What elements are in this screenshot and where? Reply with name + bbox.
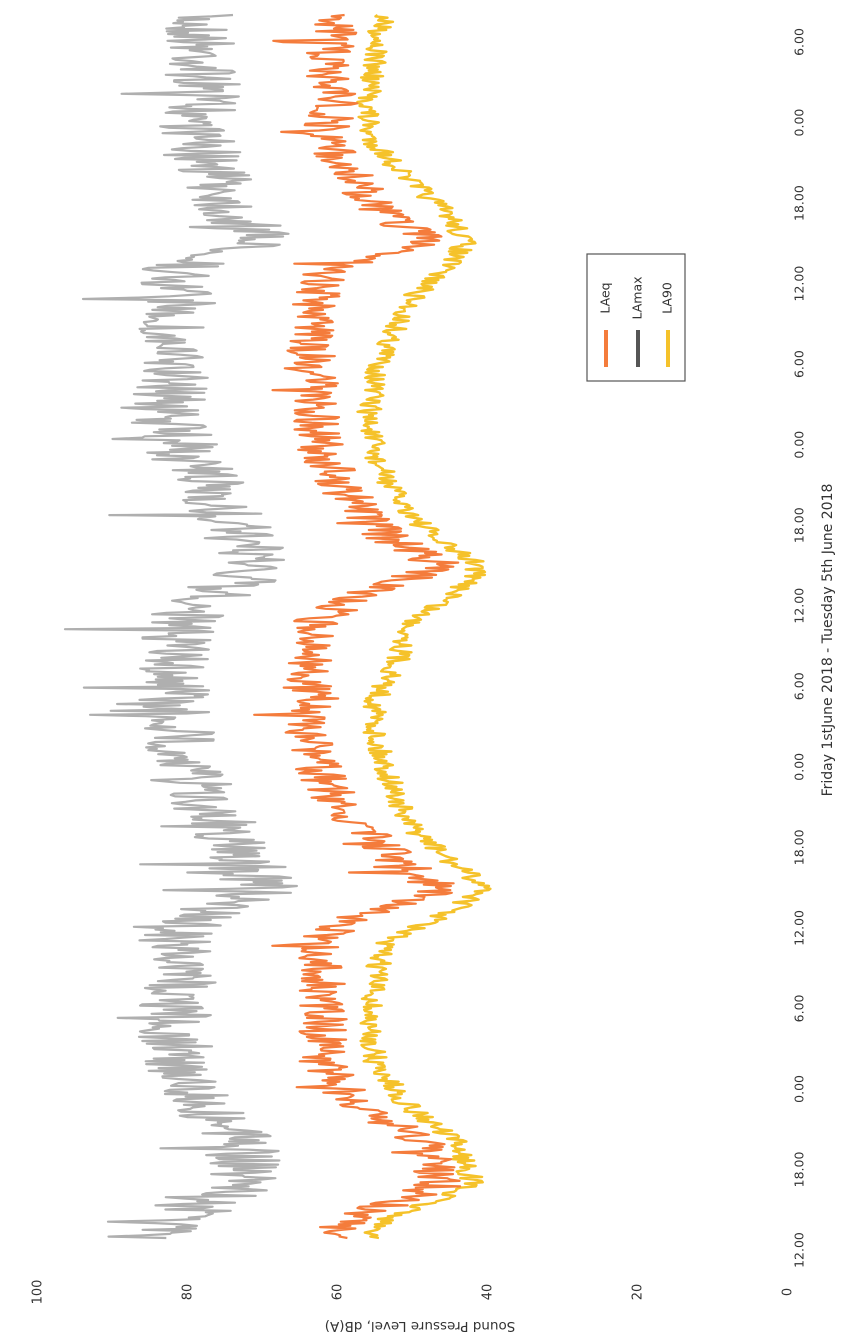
x-tick-label: 6.00 (792, 28, 807, 56)
x-tick-label: 12.00 (792, 1232, 807, 1268)
series-line-laeq (253, 13, 462, 1240)
x-tick-label: 6.00 (792, 672, 807, 700)
x-tick-label: 0.00 (792, 753, 807, 781)
x-tick-label: 12.00 (792, 588, 807, 624)
x-tick-label: 12.00 (792, 266, 807, 302)
legend-label-la90: LA90 (660, 282, 675, 314)
x-tick-label: 18.00 (792, 185, 807, 221)
y-tick-label: 60 (331, 1284, 346, 1301)
x-tick-label: 6.00 (792, 350, 807, 378)
x-tick-label: 0.00 (792, 431, 807, 459)
x-tick-label: 6.00 (792, 994, 807, 1022)
y-axis-title: Sound Pressure Level, dB(A) (325, 1318, 516, 1334)
x-tick-label: 18.00 (792, 507, 807, 543)
y-tick-label: 0 (781, 1288, 796, 1296)
y-tick-label: 20 (631, 1284, 646, 1301)
x-tick-label: 18.00 (792, 829, 807, 865)
y-tick-label: 80 (181, 1284, 196, 1301)
series-layer (63, 13, 492, 1240)
legend-layer: LAeq LAmax LA90 (586, 253, 686, 382)
x-tick-label: 0.00 (792, 109, 807, 137)
x-axis-title: Friday 1stJune 2018 - Tuesday 5th June 2… (820, 484, 836, 797)
x-tick-label: 12.00 (792, 910, 807, 946)
series-line-lamax (63, 13, 298, 1240)
legend-label-laeq: LAeq (598, 282, 613, 313)
y-tick-label: 40 (481, 1284, 496, 1301)
legend-label-lamax: LAmax (630, 276, 645, 319)
series-line-la90 (356, 14, 492, 1240)
x-tick-label: 0.00 (792, 1075, 807, 1103)
y-tick-label: 100 (31, 1280, 46, 1305)
axes-layer: 0 20 40 60 80 100 12.00 18.00 0.00 6.00 12.00 18.00… (31, 28, 807, 1304)
x-tick-label: 18.00 (792, 1152, 807, 1188)
